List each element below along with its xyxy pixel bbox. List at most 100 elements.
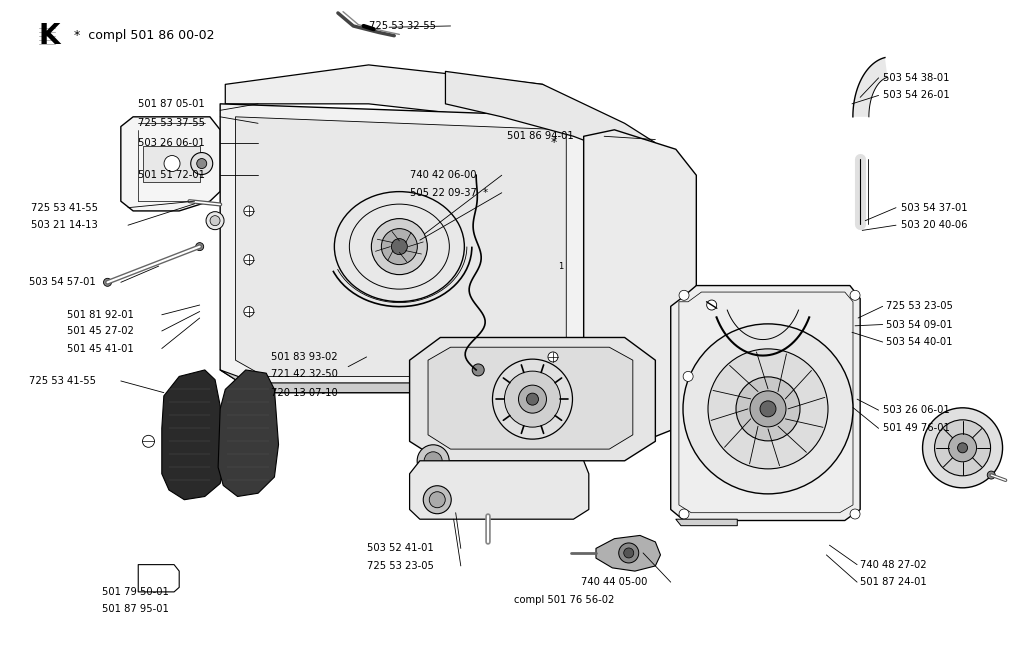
Text: 505 22 09-37  *: 505 22 09-37 * xyxy=(410,188,487,198)
Text: 501 51 72-01: 501 51 72-01 xyxy=(138,170,205,180)
Circle shape xyxy=(957,443,968,453)
Text: 503 20 40-06: 503 20 40-06 xyxy=(901,220,968,230)
Circle shape xyxy=(505,371,560,427)
Text: 720 13 07-10: 720 13 07-10 xyxy=(271,387,338,398)
Text: 503 54 26-01: 503 54 26-01 xyxy=(883,90,949,101)
Text: 725 53 32-55: 725 53 32-55 xyxy=(369,21,436,31)
Text: 501 45 41-01: 501 45 41-01 xyxy=(67,343,133,354)
Text: 725 53 41-55: 725 53 41-55 xyxy=(29,376,95,386)
Polygon shape xyxy=(162,370,225,500)
Circle shape xyxy=(197,158,207,169)
Text: 725 53 41-55: 725 53 41-55 xyxy=(31,202,97,213)
Circle shape xyxy=(190,153,213,175)
Text: 501 87 05-01: 501 87 05-01 xyxy=(138,99,205,109)
Text: 501 79 50-01: 501 79 50-01 xyxy=(102,587,169,597)
Text: 725 53 23-05: 725 53 23-05 xyxy=(886,301,952,312)
Circle shape xyxy=(206,212,224,230)
Circle shape xyxy=(736,377,800,441)
Circle shape xyxy=(683,371,693,382)
Text: 503 54 40-01: 503 54 40-01 xyxy=(886,337,952,347)
Text: 503 21 14-13: 503 21 14-13 xyxy=(31,220,97,230)
Text: 501 83 93-02: 501 83 93-02 xyxy=(271,352,338,362)
Polygon shape xyxy=(236,117,566,376)
Circle shape xyxy=(987,471,995,479)
Circle shape xyxy=(424,452,442,470)
Circle shape xyxy=(683,324,853,494)
Text: 501 87 24-01: 501 87 24-01 xyxy=(860,577,927,587)
Circle shape xyxy=(679,290,689,300)
Polygon shape xyxy=(143,146,200,182)
Text: 725 53 23-05: 725 53 23-05 xyxy=(367,561,433,571)
Circle shape xyxy=(935,420,990,476)
Polygon shape xyxy=(584,130,696,451)
Polygon shape xyxy=(218,370,279,496)
Polygon shape xyxy=(410,461,589,519)
Polygon shape xyxy=(445,71,655,169)
Circle shape xyxy=(244,306,254,317)
Text: 501 81 92-01: 501 81 92-01 xyxy=(67,310,133,320)
Circle shape xyxy=(707,300,717,310)
Text: *  compl 501 86 00-02: * compl 501 86 00-02 xyxy=(74,29,214,42)
Text: 503 54 37-01: 503 54 37-01 xyxy=(901,202,968,213)
Circle shape xyxy=(850,509,860,519)
Circle shape xyxy=(708,349,828,469)
Circle shape xyxy=(142,435,155,447)
Text: 503 54 38-01: 503 54 38-01 xyxy=(883,73,949,83)
Circle shape xyxy=(381,228,418,265)
Polygon shape xyxy=(596,535,660,571)
Circle shape xyxy=(518,385,547,413)
Circle shape xyxy=(624,548,634,558)
Polygon shape xyxy=(410,337,655,461)
Text: 740 48 27-02: 740 48 27-02 xyxy=(860,559,927,570)
Text: 725 53 37-55: 725 53 37-55 xyxy=(138,118,205,129)
Polygon shape xyxy=(853,58,888,117)
Text: 503 54 09-01: 503 54 09-01 xyxy=(886,319,952,330)
Text: compl 501 76 56-02: compl 501 76 56-02 xyxy=(514,595,614,606)
Circle shape xyxy=(553,258,569,274)
Circle shape xyxy=(103,278,112,286)
Text: 503 26 06-01: 503 26 06-01 xyxy=(883,405,949,415)
Circle shape xyxy=(493,359,572,439)
Text: 501 86 94-01: 501 86 94-01 xyxy=(507,131,573,141)
Text: *: * xyxy=(551,136,557,149)
Circle shape xyxy=(164,156,180,171)
Polygon shape xyxy=(220,370,625,402)
Text: 503 54 57-01: 503 54 57-01 xyxy=(29,277,95,288)
Text: 740 44 05-00: 740 44 05-00 xyxy=(581,577,647,587)
Circle shape xyxy=(618,543,639,563)
Polygon shape xyxy=(225,65,584,136)
Circle shape xyxy=(423,485,452,514)
Circle shape xyxy=(417,445,450,477)
Text: 1: 1 xyxy=(558,262,564,271)
Circle shape xyxy=(391,239,408,254)
Text: K: K xyxy=(39,21,60,50)
Circle shape xyxy=(679,509,689,519)
Text: 503 52 41-01: 503 52 41-01 xyxy=(367,543,433,554)
Circle shape xyxy=(948,434,977,462)
Circle shape xyxy=(850,290,860,300)
Circle shape xyxy=(244,206,254,216)
Circle shape xyxy=(760,401,776,417)
Text: 721 42 32-50: 721 42 32-50 xyxy=(271,369,338,380)
Circle shape xyxy=(548,352,558,362)
Text: 501 87 95-01: 501 87 95-01 xyxy=(102,604,169,614)
Circle shape xyxy=(429,492,445,508)
Circle shape xyxy=(472,364,484,376)
Polygon shape xyxy=(671,286,860,520)
Circle shape xyxy=(244,254,254,265)
Circle shape xyxy=(196,243,204,251)
Polygon shape xyxy=(220,104,584,393)
Circle shape xyxy=(372,219,427,275)
Circle shape xyxy=(526,393,539,405)
Text: 501 49 76-01: 501 49 76-01 xyxy=(883,423,949,434)
Text: 501 45 27-02: 501 45 27-02 xyxy=(67,326,133,336)
Circle shape xyxy=(210,215,220,226)
Text: 503 26 06-01: 503 26 06-01 xyxy=(138,138,205,148)
Polygon shape xyxy=(428,347,633,449)
Polygon shape xyxy=(553,117,625,409)
Text: 740 42 06-00: 740 42 06-00 xyxy=(410,170,476,180)
Polygon shape xyxy=(676,519,737,526)
Circle shape xyxy=(750,391,786,427)
Circle shape xyxy=(923,408,1002,488)
Polygon shape xyxy=(121,117,220,211)
